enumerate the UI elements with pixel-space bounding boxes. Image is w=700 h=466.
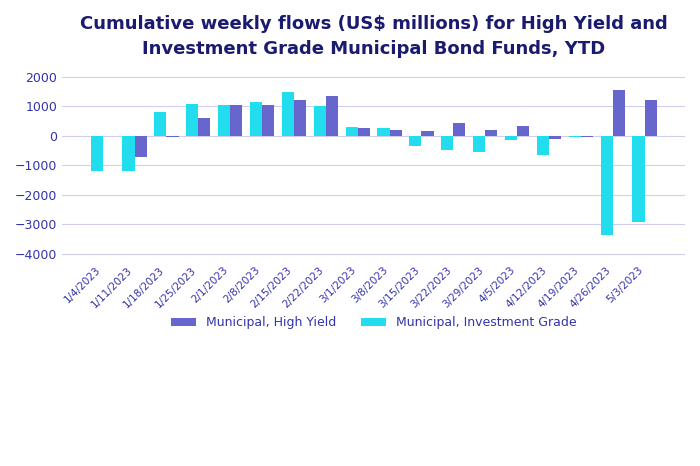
Bar — [326, 96, 338, 136]
Bar — [645, 100, 657, 136]
Bar — [454, 123, 466, 136]
Bar — [549, 136, 561, 139]
Bar — [122, 136, 134, 171]
Bar — [294, 100, 306, 136]
Bar — [134, 136, 146, 157]
Bar — [633, 136, 645, 221]
Bar — [186, 104, 198, 136]
Bar — [517, 125, 529, 136]
Bar — [612, 90, 625, 136]
Bar — [346, 127, 358, 136]
Bar — [218, 105, 230, 136]
Bar — [390, 130, 402, 136]
Bar — [154, 112, 167, 136]
Bar — [441, 136, 454, 150]
Bar — [505, 136, 517, 140]
Bar — [377, 128, 390, 136]
Bar — [421, 131, 433, 136]
Bar — [314, 106, 326, 136]
Bar — [230, 105, 242, 136]
Bar — [262, 105, 274, 136]
Bar — [167, 136, 178, 137]
Bar — [601, 136, 612, 235]
Bar — [568, 136, 581, 137]
Bar — [485, 130, 497, 136]
Bar — [473, 136, 485, 152]
Bar — [282, 91, 294, 136]
Title: Cumulative weekly flows (US$ millions) for High Yield and
Investment Grade Munic: Cumulative weekly flows (US$ millions) f… — [80, 15, 668, 58]
Bar — [581, 136, 593, 137]
Bar — [90, 136, 103, 171]
Legend: Municipal, High Yield, Municipal, Investment Grade: Municipal, High Yield, Municipal, Invest… — [166, 311, 582, 335]
Bar — [410, 136, 421, 146]
Bar — [537, 136, 549, 155]
Bar — [198, 118, 211, 136]
Bar — [358, 128, 370, 136]
Bar — [250, 103, 262, 136]
